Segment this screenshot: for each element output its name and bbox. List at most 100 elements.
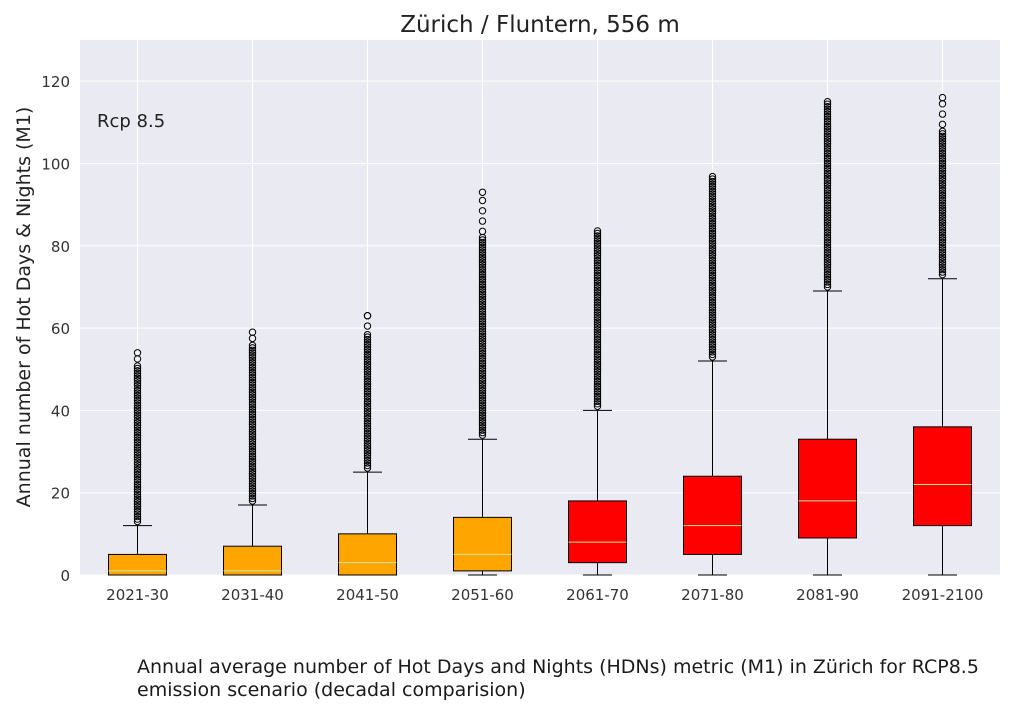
outlier-point — [938, 219, 947, 227]
outlier-point — [708, 249, 717, 257]
outlier-point — [248, 494, 257, 503]
outlier-point — [823, 177, 832, 185]
outlier-point — [593, 301, 602, 309]
outlier-point — [823, 206, 832, 215]
outlier-point — [823, 233, 832, 242]
outlier-point — [363, 377, 372, 386]
outlier-point — [363, 363, 372, 371]
outlier-point — [363, 380, 372, 388]
outlier-point — [823, 211, 832, 220]
outlier-point — [593, 311, 602, 319]
outlier-point — [248, 482, 257, 490]
outlier-point — [133, 500, 142, 508]
outlier-point — [478, 374, 487, 382]
outlier-point — [593, 291, 602, 299]
outlier-point — [478, 416, 487, 424]
outlier-point — [363, 370, 372, 378]
outlier-point — [478, 369, 487, 378]
outlier-point — [823, 162, 832, 170]
outlier-point — [248, 363, 257, 372]
outlier-point — [708, 291, 717, 299]
outlier-point — [938, 144, 947, 153]
y-tick-labels: 0 20 40 60 80 100 120 — [41, 73, 70, 585]
outlier-point — [248, 472, 257, 480]
outlier-point — [248, 430, 257, 438]
caption-line-2: emission scenario (decadal comparision) — [137, 679, 526, 701]
outlier-point — [248, 455, 257, 463]
outlier-point — [478, 332, 487, 341]
y-tick-label: 100 — [41, 155, 70, 173]
outlier-point — [823, 248, 832, 257]
outlier-point — [478, 423, 487, 432]
outlier-point — [823, 199, 832, 207]
x-tick-label: 2041-50 — [336, 586, 399, 604]
outlier-point — [708, 177, 717, 186]
outlier-point — [708, 274, 717, 282]
outlier-point — [363, 419, 372, 428]
outlier-point — [133, 411, 142, 420]
outlier-point — [708, 237, 717, 245]
outlier-point — [478, 293, 487, 301]
outlier-point — [708, 261, 717, 270]
outlier-point — [938, 93, 947, 102]
outlier-point — [363, 444, 372, 452]
outlier-point — [708, 343, 717, 351]
outlier-point — [478, 322, 487, 331]
outlier-point — [478, 401, 487, 410]
outlier-point — [593, 247, 602, 255]
outlier-point — [708, 340, 717, 349]
outlier-point — [248, 403, 257, 411]
outlier-point — [823, 189, 832, 197]
outlier-point — [478, 217, 487, 225]
outlier-point — [593, 370, 602, 378]
outlier-point — [248, 408, 257, 416]
outlier-point — [823, 256, 832, 264]
outlier-point — [133, 386, 142, 395]
outlier-point — [478, 404, 487, 412]
outlier-point — [593, 345, 602, 354]
outlier-point — [708, 251, 717, 260]
outlier-point — [133, 426, 142, 434]
outlier-point — [363, 355, 372, 364]
outlier-point — [708, 306, 717, 314]
outlier-point — [593, 328, 602, 336]
outlier-point — [363, 333, 372, 341]
outlier-point — [363, 360, 372, 368]
outlier-point — [708, 301, 717, 309]
outlier-point — [363, 358, 372, 366]
outlier-point — [248, 428, 257, 436]
outlier-point — [823, 226, 832, 234]
outlier-point — [593, 387, 602, 396]
outlier-point — [133, 404, 142, 412]
x-tick-labels: 2021-30 2031-40 2041-50 2051-60 2061-70 2071-… — [106, 586, 983, 604]
outlier-point — [248, 346, 257, 354]
outlier-point — [478, 379, 487, 387]
outlier-point — [708, 266, 717, 275]
outlier-point — [938, 209, 947, 217]
outlier-point — [133, 409, 142, 417]
outlier-point — [708, 232, 717, 240]
outlier-point — [363, 456, 372, 465]
outlier-point — [363, 422, 372, 430]
outlier-point — [248, 381, 257, 389]
outlier-point — [478, 315, 487, 323]
outlier-point — [593, 298, 602, 307]
outlier-point — [823, 278, 832, 286]
outlier-point — [938, 159, 947, 168]
outlier-point — [823, 152, 832, 160]
outlier-point — [478, 288, 487, 296]
outlier-point — [133, 433, 142, 442]
outlier-point — [363, 417, 372, 425]
outlier-point — [708, 326, 717, 334]
outlier-point — [478, 273, 487, 281]
outlier-point — [593, 244, 602, 252]
outlier-point — [478, 320, 487, 328]
outlier-point — [938, 233, 947, 242]
box — [453, 516, 512, 572]
outlier-point — [938, 154, 947, 163]
outlier-point — [593, 313, 602, 322]
outlier-point — [478, 419, 487, 427]
outlier-point — [708, 264, 717, 272]
outlier-point — [248, 388, 257, 396]
outlier-point — [938, 179, 947, 187]
